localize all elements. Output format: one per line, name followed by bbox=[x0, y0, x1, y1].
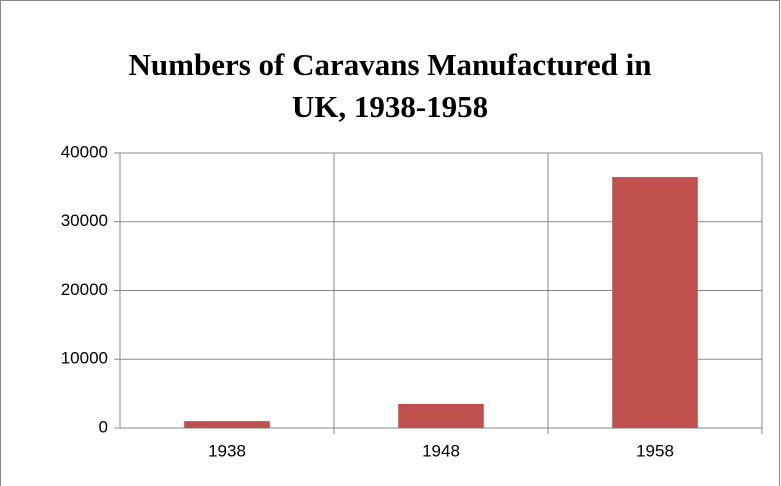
x-tick-label: 1938 bbox=[208, 441, 246, 460]
y-tick-label: 40000 bbox=[61, 142, 108, 161]
y-tick-label: 20000 bbox=[61, 280, 108, 299]
y-tick-label: 0 bbox=[99, 417, 108, 436]
x-tick-label: 1948 bbox=[422, 441, 460, 460]
y-tick-label: 10000 bbox=[61, 349, 108, 368]
x-tick-label: 1958 bbox=[636, 441, 674, 460]
chart-title: Numbers of Caravans Manufactured in UK, … bbox=[128, 47, 652, 124]
bar bbox=[398, 403, 484, 428]
bar bbox=[184, 421, 270, 428]
bar bbox=[612, 177, 698, 428]
y-tick-label: 30000 bbox=[61, 211, 108, 230]
